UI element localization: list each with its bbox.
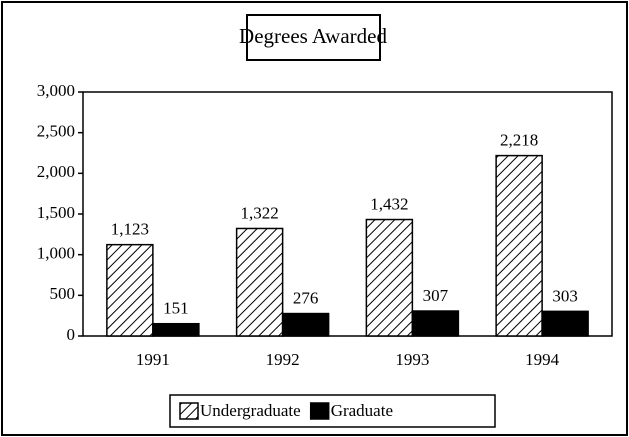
legend-swatch — [179, 402, 199, 420]
y-tick-label: 1,500 — [37, 203, 75, 222]
bar — [235, 227, 284, 337]
y-tick-label: 2,500 — [37, 122, 75, 141]
y-tick-label: 2,000 — [37, 162, 75, 181]
y-tick-label: 1,000 — [37, 244, 75, 263]
legend-label: Undergraduate — [200, 401, 301, 420]
x-tick-label: 1993 — [395, 350, 429, 369]
legend-swatch — [309, 402, 330, 420]
bar — [541, 310, 589, 337]
bar — [365, 218, 414, 337]
bar — [495, 154, 543, 337]
bar — [106, 243, 154, 337]
data-label: 2,218 — [500, 131, 538, 150]
bar — [411, 310, 460, 337]
data-label: 307 — [423, 286, 449, 305]
y-tick-label: 500 — [50, 284, 76, 303]
legend-box — [169, 394, 496, 428]
data-label: 1,432 — [370, 194, 408, 213]
data-label: 1,322 — [241, 203, 279, 222]
bar — [152, 322, 200, 337]
y-tick-label: 0 — [67, 325, 76, 344]
title-box — [246, 14, 381, 61]
x-tick-label: 1994 — [525, 350, 560, 369]
x-tick-label: 1991 — [136, 350, 170, 369]
data-label: 1,123 — [111, 220, 149, 239]
bar — [281, 312, 330, 337]
data-label: 303 — [552, 286, 578, 305]
y-tick-label: 3,000 — [37, 81, 75, 100]
chart-title: Degrees Awarded — [239, 24, 387, 48]
data-label: 151 — [163, 299, 189, 318]
x-tick-label: 1992 — [266, 350, 300, 369]
legend-label: Graduate — [331, 401, 393, 420]
data-label: 276 — [293, 288, 319, 307]
